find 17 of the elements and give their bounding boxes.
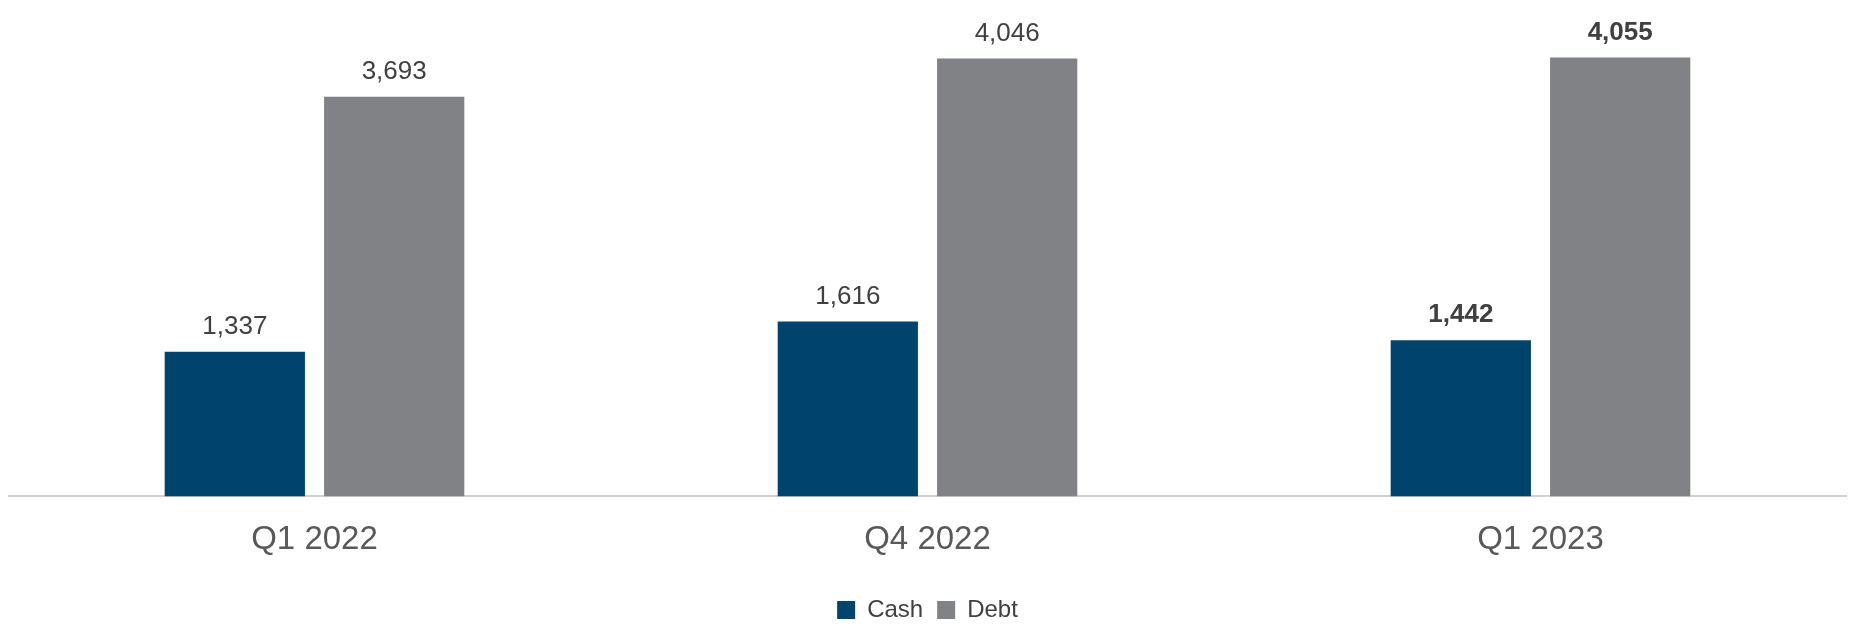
x-tick-label: Q4 2022 — [864, 519, 991, 557]
bar — [1390, 340, 1531, 497]
legend-label: Cash — [867, 594, 924, 622]
bar — [937, 58, 1078, 497]
bar — [324, 96, 465, 497]
x-tick-label: Q1 2022 — [251, 519, 378, 557]
data-label: 4,055 — [1587, 15, 1653, 46]
data-label: 1,442 — [1428, 298, 1494, 329]
legend-label: Debt — [967, 594, 1019, 622]
bar — [164, 351, 305, 497]
data-label: 3,693 — [361, 54, 427, 85]
data-label: 1,337 — [202, 309, 268, 340]
bar — [1550, 57, 1691, 497]
data-label: 4,046 — [974, 16, 1040, 47]
bar — [777, 321, 918, 497]
x-tick-label: Q1 2023 — [1477, 519, 1604, 557]
data-label: 1,616 — [815, 279, 881, 310]
